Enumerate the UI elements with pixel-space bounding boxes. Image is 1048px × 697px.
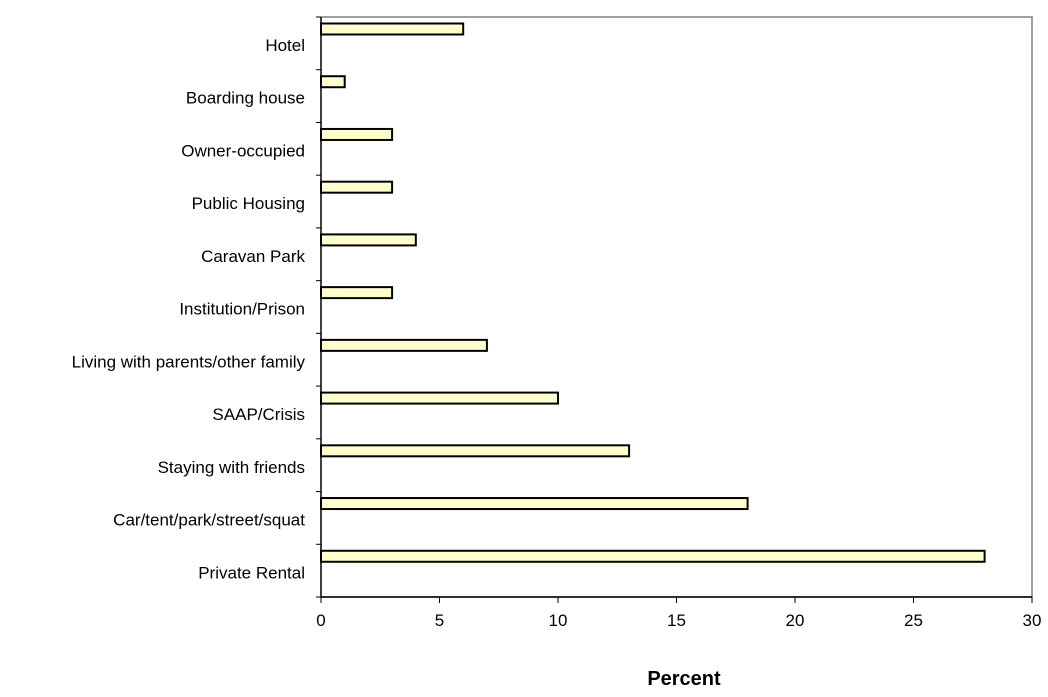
category-label: Hotel	[265, 36, 305, 55]
bar	[320, 549, 986, 563]
category-label: Owner-occupied	[181, 141, 305, 160]
bar	[320, 180, 394, 194]
category-label: Boarding house	[186, 89, 305, 108]
bar	[320, 233, 417, 247]
category-label: Caravan Park	[201, 247, 305, 266]
bar	[320, 497, 749, 511]
x-tick-label: 30	[1023, 611, 1042, 630]
bar	[320, 338, 488, 352]
category-label: Car/tent/park/street/squat	[113, 511, 305, 530]
bar	[320, 391, 559, 405]
category-label: Public Housing	[192, 194, 305, 213]
category-label: Private Rental	[198, 563, 305, 582]
bar	[320, 75, 346, 89]
bar	[320, 127, 394, 141]
category-label: Living with parents/other family	[72, 352, 306, 371]
x-tick-label: 0	[316, 611, 325, 630]
x-tick-label: 15	[667, 611, 686, 630]
x-tick-label: 25	[904, 611, 923, 630]
x-tick-label: 5	[435, 611, 444, 630]
category-label: SAAP/Crisis	[212, 405, 305, 424]
category-label: Staying with friends	[158, 458, 305, 477]
bar	[320, 286, 394, 300]
x-axis-title: Percent	[647, 668, 721, 690]
category-label: Institution/Prison	[179, 300, 305, 319]
bar	[320, 444, 631, 458]
bar	[320, 22, 465, 36]
x-tick-label: 20	[786, 611, 805, 630]
x-tick-label: 10	[549, 611, 568, 630]
